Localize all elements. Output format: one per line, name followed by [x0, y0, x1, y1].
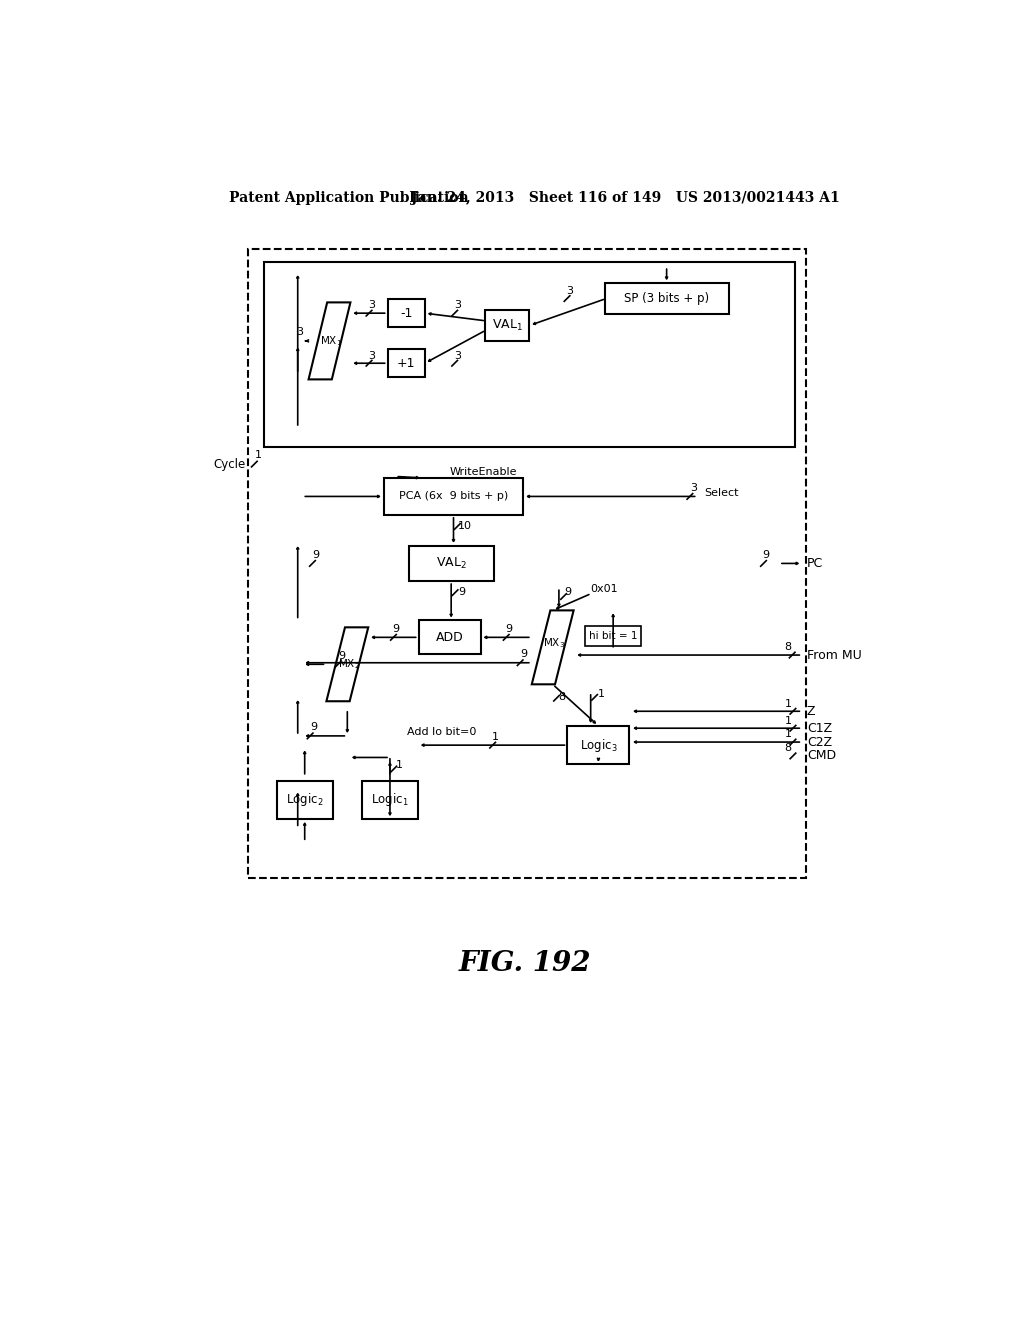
Bar [388, 300, 425, 327]
Text: 9: 9 [564, 587, 571, 597]
Text: 8: 8 [784, 642, 792, 652]
Polygon shape [531, 610, 573, 684]
Bar [362, 780, 418, 818]
Text: 3: 3 [566, 286, 573, 296]
Text: Jan. 24, 2013   Sheet 116 of 149   US 2013/0021443 A1: Jan. 24, 2013 Sheet 116 of 149 US 2013/0… [411, 191, 840, 206]
Text: FIG. 192: FIG. 192 [459, 949, 591, 977]
Text: 1: 1 [784, 698, 792, 709]
Text: Select: Select [703, 487, 738, 498]
Bar [567, 726, 630, 764]
Text: 9: 9 [338, 651, 345, 661]
Text: 9: 9 [392, 624, 399, 634]
Text: MX$_1$: MX$_1$ [319, 334, 342, 347]
Bar [388, 350, 425, 378]
Text: SP (3 bits + p): SP (3 bits + p) [624, 292, 710, 305]
Bar [384, 478, 523, 515]
Text: 1: 1 [784, 715, 792, 726]
Text: Logic$_3$: Logic$_3$ [580, 737, 617, 754]
Text: 3: 3 [690, 483, 697, 492]
Text: Z: Z [807, 705, 815, 718]
Text: Add lo bit=0: Add lo bit=0 [407, 727, 476, 737]
Text: 9: 9 [505, 624, 512, 634]
Text: C1Z: C1Z [807, 722, 833, 735]
Text: 1: 1 [598, 689, 605, 700]
Bar [586, 626, 641, 645]
Text: 1: 1 [492, 731, 499, 742]
Text: CMD: CMD [807, 750, 836, 763]
Text: 1: 1 [255, 450, 262, 459]
Text: PC: PC [807, 557, 823, 570]
Text: 8: 8 [784, 743, 792, 754]
Polygon shape [327, 627, 369, 701]
Text: 3: 3 [455, 301, 461, 310]
Bar [484, 310, 529, 341]
Text: MX$_3$: MX$_3$ [543, 636, 565, 651]
Bar [263, 263, 795, 447]
Text: 10: 10 [458, 520, 471, 531]
Text: 3: 3 [455, 351, 461, 360]
Text: 0x01: 0x01 [590, 583, 617, 594]
Text: 9: 9 [762, 550, 769, 560]
Text: +1: +1 [397, 356, 416, 370]
Bar [276, 780, 333, 818]
Text: 1: 1 [784, 730, 792, 739]
Bar [409, 545, 494, 581]
Text: Logic$_2$: Logic$_2$ [286, 791, 324, 808]
Text: hi bit = 1: hi bit = 1 [589, 631, 637, 640]
Text: 9: 9 [520, 649, 527, 659]
Text: WriteEnable: WriteEnable [450, 467, 517, 477]
Text: C2Z: C2Z [807, 735, 833, 748]
Text: 3: 3 [369, 351, 376, 360]
Text: ADD: ADD [436, 631, 464, 644]
Text: 9: 9 [312, 550, 319, 560]
Bar [419, 620, 480, 655]
Text: Logic$_1$: Logic$_1$ [371, 791, 409, 808]
Text: -1: -1 [400, 306, 413, 319]
Text: 9: 9 [459, 587, 466, 597]
Text: 3: 3 [369, 301, 376, 310]
Polygon shape [308, 302, 350, 379]
Text: MX$_2$: MX$_2$ [338, 657, 359, 671]
Text: PCA (6x  9 bits + p): PCA (6x 9 bits + p) [399, 491, 508, 502]
Text: 1: 1 [395, 760, 402, 770]
Bar [248, 249, 806, 878]
Text: VAL$_2$: VAL$_2$ [436, 556, 467, 572]
Text: VAL$_1$: VAL$_1$ [492, 318, 522, 333]
Text: Patent Application Publication: Patent Application Publication [228, 191, 468, 206]
Text: 9: 9 [310, 722, 317, 733]
Text: Cycle: Cycle [214, 458, 246, 471]
Text: From MU: From MU [807, 648, 861, 661]
Text: 8: 8 [558, 692, 565, 702]
Bar [604, 284, 729, 314]
Text: 3: 3 [296, 326, 303, 337]
